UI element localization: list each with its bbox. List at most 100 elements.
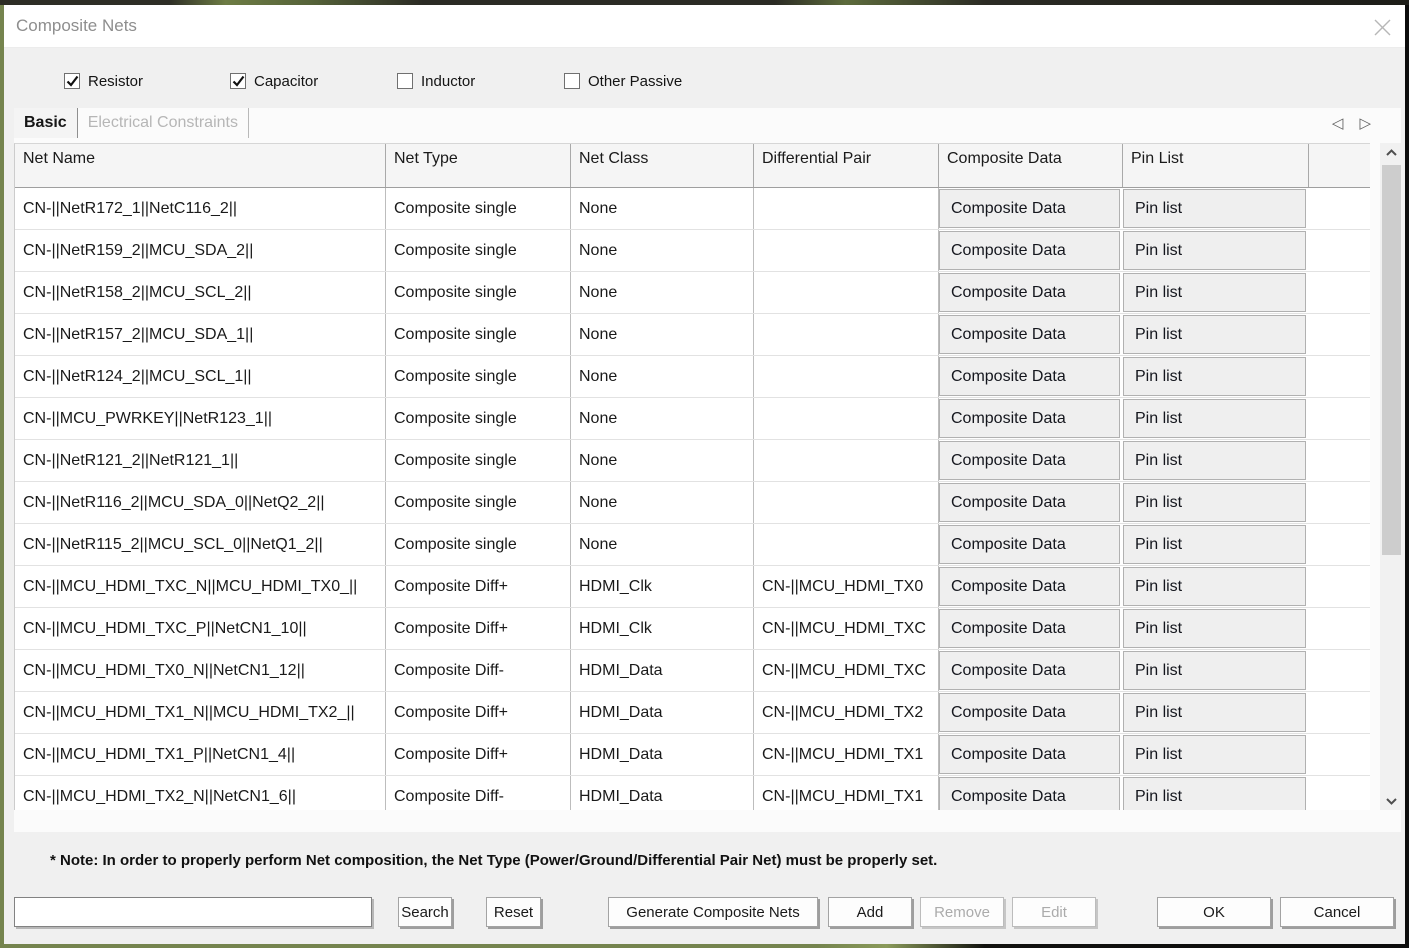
scrollbar-thumb[interactable] [1382, 165, 1401, 555]
table-row[interactable]: CN-||NetR121_2||NetR121_1|| Composite si… [15, 440, 1370, 482]
composite-data-button[interactable]: Composite Data [939, 231, 1120, 270]
table-row[interactable]: CN-||MCU_HDMI_TX1_P||NetCN1_4|| Composit… [15, 734, 1370, 776]
differential-pair-cell [754, 272, 939, 313]
table-row[interactable]: CN-||MCU_HDMI_TX2_N||NetCN1_6|| Composit… [15, 776, 1370, 810]
composite-data-button[interactable]: Composite Data [939, 777, 1120, 810]
net-class-cell: HDMI_Clk [571, 608, 754, 649]
net-class-cell: None [571, 356, 754, 397]
inductor-checkbox[interactable] [397, 73, 413, 89]
capacitor-checkbox[interactable] [230, 73, 246, 89]
composite-data-button[interactable]: Composite Data [939, 357, 1120, 396]
pin-list-button[interactable]: Pin list [1123, 315, 1306, 354]
net-name-cell: CN-||NetR124_2||MCU_SCL_1|| [15, 356, 386, 397]
composite-data-button[interactable]: Composite Data [939, 189, 1120, 228]
composite-data-button[interactable]: Composite Data [939, 567, 1120, 606]
net-name-cell: CN-||MCU_HDMI_TX0_N||NetCN1_12|| [15, 650, 386, 691]
nets-table: Net Name Net Type Net Class Differential… [14, 143, 1370, 810]
composite-data-button[interactable]: Composite Data [939, 609, 1120, 648]
pin-list-button[interactable]: Pin list [1123, 399, 1306, 438]
table-header-row: Net Name Net Type Net Class Differential… [15, 144, 1370, 188]
net-class-cell: HDMI_Data [571, 776, 754, 810]
table-row[interactable]: CN-||MCU_HDMI_TXC_N||MCU_HDMI_TX0_|| Com… [15, 566, 1370, 608]
reset-button[interactable]: Reset [486, 897, 541, 927]
composite-data-button[interactable]: Composite Data [939, 399, 1120, 438]
composite-data-button[interactable]: Composite Data [939, 483, 1120, 522]
table-row[interactable]: CN-||NetR159_2||MCU_SDA_2|| Composite si… [15, 230, 1370, 272]
column-header-net-name[interactable]: Net Name [15, 144, 386, 187]
filter-other-passive[interactable]: Other Passive [564, 69, 682, 93]
resistor-label: Resistor [88, 73, 143, 90]
tab-scroll-right-icon[interactable]: ▷ [1359, 115, 1387, 132]
pin-list-button[interactable]: Pin list [1123, 189, 1306, 228]
search-button[interactable]: Search [398, 897, 452, 927]
other-passive-checkbox[interactable] [564, 73, 580, 89]
background-edge-bottom [4, 944, 1405, 948]
scroll-up-icon[interactable] [1380, 143, 1403, 161]
composite-data-cell: Composite Data [939, 482, 1123, 523]
resistor-checkbox[interactable] [64, 73, 80, 89]
filter-capacitor[interactable]: Capacitor [230, 69, 318, 93]
table-row[interactable]: CN-||MCU_PWRKEY||NetR123_1|| Composite s… [15, 398, 1370, 440]
column-header-differential-pair[interactable]: Differential Pair [754, 144, 939, 187]
vertical-scrollbar[interactable] [1380, 143, 1403, 810]
composite-data-button[interactable]: Composite Data [939, 525, 1120, 564]
generate-composite-nets-button[interactable]: Generate Composite Nets [608, 897, 818, 927]
add-button[interactable]: Add [828, 897, 912, 927]
pin-list-cell: Pin list [1123, 356, 1309, 397]
pin-list-button[interactable]: Pin list [1123, 357, 1306, 396]
net-class-cell: None [571, 314, 754, 355]
pin-list-button[interactable]: Pin list [1123, 273, 1306, 312]
tab-scroll-arrows: ◁▷ [1332, 114, 1387, 132]
title-bar: Composite Nets [4, 5, 1405, 48]
table-row[interactable]: CN-||MCU_HDMI_TX0_N||NetCN1_12|| Composi… [15, 650, 1370, 692]
pin-list-button[interactable]: Pin list [1123, 777, 1306, 810]
pin-list-button[interactable]: Pin list [1123, 693, 1306, 732]
pin-list-button[interactable]: Pin list [1123, 651, 1306, 690]
column-header-pin-list[interactable]: Pin List [1123, 144, 1309, 187]
table-row[interactable]: CN-||NetR115_2||MCU_SCL_0||NetQ1_2|| Com… [15, 524, 1370, 566]
table-row[interactable]: CN-||MCU_HDMI_TXC_P||NetCN1_10|| Composi… [15, 608, 1370, 650]
table-row[interactable]: CN-||NetR124_2||MCU_SCL_1|| Composite si… [15, 356, 1370, 398]
differential-pair-cell [754, 398, 939, 439]
net-name-cell: CN-||NetR172_1||NetC116_2|| [15, 188, 386, 229]
column-header-net-class[interactable]: Net Class [571, 144, 754, 187]
column-header-net-type[interactable]: Net Type [386, 144, 571, 187]
net-class-cell: None [571, 230, 754, 271]
tab-scroll-left-icon[interactable]: ◁ [1332, 115, 1360, 132]
ok-button[interactable]: OK [1157, 897, 1271, 927]
pin-list-button[interactable]: Pin list [1123, 567, 1306, 606]
net-type-cell: Composite single [386, 314, 571, 355]
composite-data-button[interactable]: Composite Data [939, 651, 1120, 690]
table-row[interactable]: CN-||MCU_HDMI_TX1_N||MCU_HDMI_TX2_|| Com… [15, 692, 1370, 734]
filter-inductor[interactable]: Inductor [397, 69, 475, 93]
close-icon[interactable] [1371, 16, 1393, 38]
composite-data-button[interactable]: Composite Data [939, 693, 1120, 732]
pin-list-button[interactable]: Pin list [1123, 735, 1306, 774]
search-input[interactable] [14, 897, 372, 927]
column-header-composite-data[interactable]: Composite Data [939, 144, 1123, 187]
scroll-down-icon[interactable] [1380, 792, 1403, 810]
pin-list-button[interactable]: Pin list [1123, 231, 1306, 270]
filter-resistor[interactable]: Resistor [64, 69, 143, 93]
composite-data-button[interactable]: Composite Data [939, 735, 1120, 774]
pin-list-button[interactable]: Pin list [1123, 483, 1306, 522]
footer-bar: Search Reset Generate Composite Nets Add… [4, 897, 1405, 928]
table-row[interactable]: CN-||NetR116_2||MCU_SDA_0||NetQ2_2|| Com… [15, 482, 1370, 524]
composite-data-button[interactable]: Composite Data [939, 441, 1120, 480]
differential-pair-cell: CN-||MCU_HDMI_TX1 [754, 776, 939, 810]
differential-pair-cell: CN-||MCU_HDMI_TX2 [754, 692, 939, 733]
table-row[interactable]: CN-||NetR172_1||NetC116_2|| Composite si… [15, 188, 1370, 230]
composite-data-button[interactable]: Composite Data [939, 315, 1120, 354]
net-class-cell: None [571, 188, 754, 229]
tab-page: BasicElectrical Constraints ◁▷ Net Name … [14, 108, 1401, 832]
pin-list-button[interactable]: Pin list [1123, 609, 1306, 648]
tab-electrical-constraints[interactable]: Electrical Constraints [78, 108, 249, 138]
pin-list-button[interactable]: Pin list [1123, 441, 1306, 480]
composite-data-button[interactable]: Composite Data [939, 273, 1120, 312]
pin-list-button[interactable]: Pin list [1123, 525, 1306, 564]
tab-basic[interactable]: Basic [14, 108, 78, 138]
table-row[interactable]: CN-||NetR157_2||MCU_SDA_1|| Composite si… [15, 314, 1370, 356]
cancel-button[interactable]: Cancel [1280, 897, 1394, 927]
capacitor-label: Capacitor [254, 73, 318, 90]
table-row[interactable]: CN-||NetR158_2||MCU_SCL_2|| Composite si… [15, 272, 1370, 314]
